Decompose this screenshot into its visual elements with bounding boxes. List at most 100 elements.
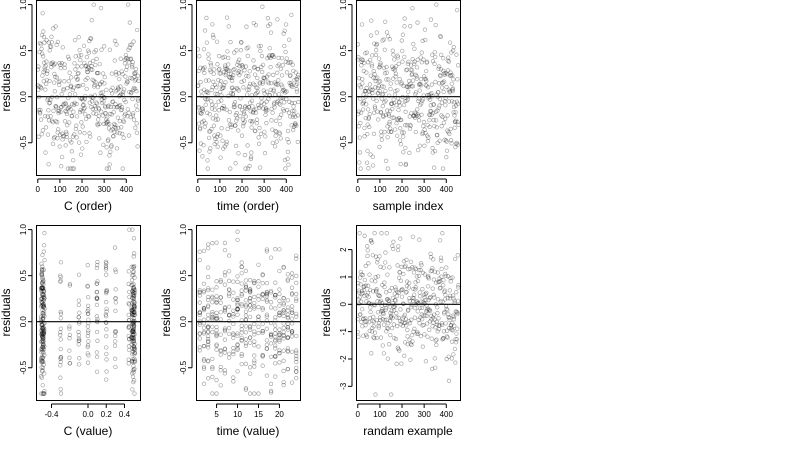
- scatter-point: [379, 84, 385, 89]
- scatter-point: [222, 65, 228, 70]
- scatter-point: [40, 345, 45, 350]
- scatter-point: [388, 81, 393, 86]
- scatter-point: [127, 60, 132, 65]
- scatter-point: [445, 58, 450, 63]
- scatter-point: [37, 84, 42, 89]
- scatter-point: [130, 307, 135, 312]
- scatter-point: [201, 357, 207, 362]
- scatter-point: [206, 52, 211, 57]
- scatter-point: [273, 128, 278, 134]
- scatter-point: [418, 294, 423, 299]
- scatter-point: [294, 280, 299, 286]
- scatter-point: [357, 160, 362, 165]
- scatter-point: [196, 83, 201, 88]
- scatter-point: [44, 77, 49, 83]
- scatter-point: [73, 126, 78, 132]
- scatter-point: [392, 92, 398, 97]
- scatter-point: [210, 374, 215, 380]
- scatter-point: [114, 42, 119, 47]
- scatter-point: [40, 336, 46, 341]
- scatter-point: [222, 337, 228, 342]
- scatter-point: [271, 87, 276, 92]
- scatter-point: [377, 79, 383, 84]
- scatter-point: [256, 297, 261, 302]
- scatter-point: [361, 316, 366, 321]
- scatter-point: [365, 290, 371, 295]
- scatter-point: [46, 118, 52, 123]
- scatter-point: [40, 73, 45, 78]
- scatter-point: [252, 353, 257, 358]
- scatter-point: [217, 66, 222, 72]
- scatter-point: [62, 65, 67, 71]
- x-tick-label: 200: [235, 185, 249, 194]
- scatter-point: [273, 346, 278, 351]
- scatter-point: [69, 140, 74, 145]
- scatter-point: [218, 155, 223, 160]
- scatter-point: [222, 309, 228, 314]
- scatter-point: [244, 92, 250, 97]
- scatter-point: [409, 72, 414, 77]
- scatter-point: [206, 135, 212, 141]
- scatter-point: [273, 337, 278, 342]
- x-axis-title: sample index: [373, 199, 444, 213]
- scatter-point: [122, 97, 127, 103]
- scatter-point: [407, 296, 412, 301]
- scatter-point: [106, 137, 111, 142]
- scatter-point: [441, 329, 447, 334]
- scatter-point: [39, 296, 44, 301]
- scatter-point: [121, 118, 126, 123]
- scatter-point: [53, 103, 58, 109]
- scatter-point: [385, 34, 391, 39]
- scatter-point: [440, 81, 445, 86]
- scatter-point: [427, 112, 432, 117]
- scatter-point: [67, 283, 72, 288]
- scatter-point: [375, 91, 380, 96]
- scatter-point: [454, 290, 459, 295]
- scatter-point: [413, 285, 418, 290]
- scatter-point: [205, 96, 211, 102]
- scatter-point: [41, 289, 47, 294]
- scatter-point: [238, 70, 243, 75]
- scatter-point: [77, 338, 82, 343]
- scatter-point: [214, 134, 219, 140]
- scatter-point: [58, 387, 63, 392]
- scatter-point: [127, 45, 132, 50]
- scatter-point: [76, 272, 82, 277]
- scatter-point: [449, 141, 454, 146]
- scatter-point: [243, 278, 249, 283]
- scatter-point: [239, 327, 244, 332]
- scatter-point: [410, 84, 416, 89]
- scatter-point: [391, 304, 396, 309]
- scatter-point: [65, 166, 71, 171]
- scatter-point: [130, 289, 135, 294]
- scatter-point: [82, 130, 87, 136]
- scatter-point: [439, 100, 445, 105]
- scatter-point: [374, 30, 379, 35]
- scatter-point: [364, 319, 369, 324]
- scatter-point: [249, 150, 254, 155]
- scatter-point: [41, 277, 46, 283]
- scatter-point: [61, 86, 66, 92]
- scatter-point: [452, 113, 457, 118]
- scatter-point: [247, 81, 253, 86]
- scatter-point: [239, 293, 244, 298]
- scatter-point: [45, 97, 50, 102]
- scatter-point: [414, 299, 419, 305]
- scatter-point: [379, 96, 384, 101]
- scatter-point: [371, 131, 377, 137]
- scatter-point: [118, 56, 123, 61]
- scatter-point: [48, 44, 54, 49]
- scatter-point: [235, 331, 240, 336]
- scatter-point: [67, 138, 73, 143]
- scatter-point: [256, 317, 261, 322]
- scatter-point: [221, 103, 226, 109]
- scatter-point: [211, 67, 217, 72]
- scatter-point: [93, 80, 98, 85]
- scatter-point: [282, 43, 287, 49]
- scatter-point: [107, 47, 113, 52]
- scatter-point: [39, 272, 44, 277]
- scatter-point: [104, 314, 109, 319]
- scatter-point: [235, 274, 240, 279]
- scatter-point: [432, 356, 437, 361]
